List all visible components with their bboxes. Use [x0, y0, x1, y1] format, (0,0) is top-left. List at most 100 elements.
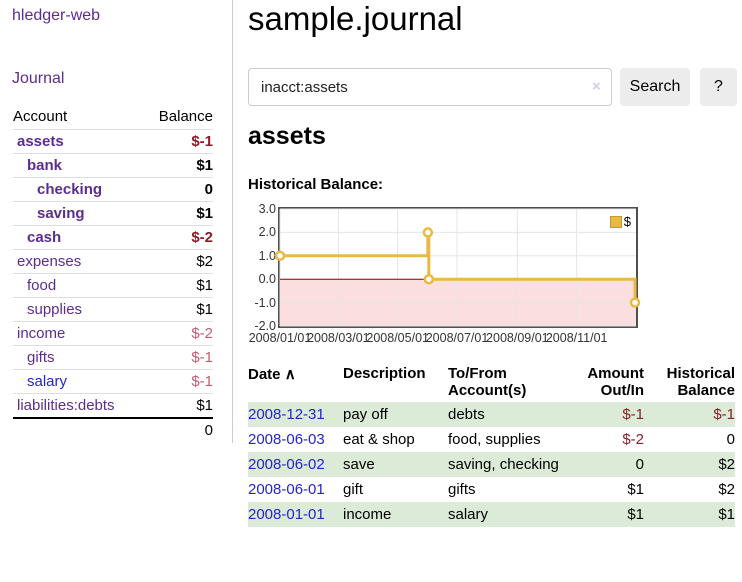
transaction-row: 2008-12-31 pay off debts $-1 $-1 — [248, 402, 735, 427]
account-link-saving[interactable]: saving — [37, 205, 85, 222]
account-link-checking[interactable]: checking — [37, 181, 103, 198]
account-balance: $-1 — [143, 369, 213, 394]
transaction-description: income — [343, 506, 392, 523]
account-row: checking 0 — [13, 177, 213, 202]
account-row: income $-2 — [13, 321, 213, 346]
account-row: saving $1 — [13, 201, 213, 226]
account-balance: $-2 — [143, 225, 213, 250]
x-axis-tick-label: 2008/03/01 — [307, 331, 370, 345]
transaction-row: 2008-06-02 save saving, checking 0 $2 — [248, 452, 735, 477]
transaction-amount: $-2 — [622, 431, 644, 448]
search-button[interactable]: Search — [620, 68, 690, 106]
transaction-description: gift — [343, 481, 364, 498]
transaction-accounts: food, supplies — [448, 431, 541, 448]
account-link-income[interactable]: income — [17, 325, 66, 342]
app-title-link[interactable]: hledger-web — [12, 7, 101, 24]
account-balance: $2 — [143, 249, 213, 274]
transaction-accounts: saving, checking — [448, 456, 559, 473]
transaction-amount: $1 — [627, 481, 644, 498]
account-link-liabilities-debts[interactable]: liabilities:debts — [17, 397, 115, 414]
transaction-row: 2008-06-01 gift gifts $1 $2 — [248, 477, 735, 502]
column-header-date[interactable]: Date ∧ — [248, 366, 296, 383]
account-link-cash[interactable]: cash — [27, 229, 62, 246]
x-axis-tick-label: 2008/09/01 — [486, 331, 549, 345]
account-balance: $-1 — [143, 345, 213, 370]
data-point-marker — [423, 273, 435, 285]
y-axis-tick-label: 2.0 — [258, 225, 276, 240]
transaction-accounts: salary — [448, 506, 489, 523]
account-link-food[interactable]: food — [27, 277, 57, 294]
transaction-balance: 0 — [726, 431, 735, 448]
transactions-header-row: Date ∧ Description To/From Account(s) Am… — [248, 362, 735, 402]
transaction-date-link[interactable]: 2008-01-01 — [248, 506, 325, 523]
y-axis-tick-label: -2.0 — [254, 319, 276, 333]
search-help-button[interactable]: ? — [700, 68, 737, 106]
chart-heading: Historical Balance: — [248, 176, 384, 193]
plot-area: $ — [274, 207, 641, 328]
transaction-description: eat & shop — [343, 431, 415, 448]
transaction-date-link[interactable]: 2008-06-02 — [248, 456, 325, 473]
account-link-assets[interactable]: assets — [17, 133, 64, 150]
transaction-amount: $-1 — [622, 406, 644, 423]
transaction-row: 2008-01-01 income salary $1 $1 — [248, 502, 735, 527]
column-header-description: Description — [343, 365, 426, 382]
account-balance: $1 — [143, 153, 213, 178]
y-axis-tick-label: 3.0 — [258, 202, 276, 216]
y-axis-tick-label: -1.0 — [254, 295, 276, 310]
account-link-gifts[interactable]: gifts — [27, 349, 55, 366]
account-row: bank $1 — [13, 153, 213, 178]
transaction-amount: 0 — [635, 456, 644, 473]
account-balance: $1 — [143, 297, 213, 322]
account-balance: $1 — [143, 393, 213, 418]
transaction-row: 2008-06-03 eat & shop food, supplies $-2… — [248, 427, 735, 452]
x-axis-tick-label: 2008/05/01 — [366, 331, 429, 345]
transaction-balance: $2 — [718, 456, 735, 473]
column-header-accounts: To/From Account(s) — [448, 365, 527, 399]
x-axis-tick-label: 2008/07/01 — [425, 331, 489, 345]
accounts-total-value: 0 — [143, 417, 213, 442]
historical-balance-chart: 3.0 2.0 1.0 0.0 -1.0 -2.0 $2008/01/01 2008/03/0… — [248, 200, 678, 348]
x-axis-tick-label: 2008/01/01 — [248, 331, 312, 345]
column-header-amount: Amount Out/In — [587, 365, 644, 399]
transaction-date-link[interactable]: 2008-12-31 — [248, 406, 325, 423]
y-axis-tick-label: 1.0 — [258, 248, 276, 263]
column-header-balance: Historical Balance — [666, 365, 735, 399]
transaction-description: save — [343, 456, 375, 473]
transaction-date-link[interactable]: 2008-06-01 — [248, 481, 325, 498]
account-link-expenses[interactable]: expenses — [17, 253, 82, 270]
account-link-bank[interactable]: bank — [27, 157, 63, 174]
account-row: cash $-2 — [13, 225, 213, 250]
accounts-header-balance: Balance — [158, 108, 213, 125]
y-axis-tick-label: 0.0 — [258, 272, 276, 287]
transaction-balance: $2 — [718, 481, 735, 498]
transaction-balance: $-1 — [713, 406, 735, 423]
account-link-salary[interactable]: salary — [27, 373, 68, 390]
account-balance: $-1 — [143, 129, 213, 154]
transaction-date-link[interactable]: 2008-06-03 — [248, 431, 325, 448]
sort-ascending-icon: ∧ — [284, 366, 296, 383]
transaction-accounts: debts — [448, 406, 485, 423]
account-balance: $1 — [143, 201, 213, 226]
transaction-amount: $1 — [627, 506, 644, 523]
sidebar-item-journal[interactable]: Journal — [12, 70, 65, 87]
account-row: gifts $-1 — [13, 345, 213, 370]
page-title: sample.journal — [248, 0, 463, 37]
account-row: liabilities:debts $1 — [13, 393, 213, 418]
data-point-marker — [274, 250, 286, 262]
transaction-balance: $1 — [718, 506, 735, 523]
transaction-accounts: gifts — [448, 481, 476, 498]
accounts-table: Account Balance assets $-1 bank $1 checkin… — [13, 104, 213, 442]
search-input[interactable] — [248, 68, 612, 106]
transactions-table: Date ∧ Description To/From Account(s) Am… — [248, 362, 735, 527]
accounts-total-row: 0 — [13, 417, 213, 442]
account-link-supplies[interactable]: supplies — [27, 301, 83, 318]
data-point-marker — [422, 227, 434, 238]
account-balance: 0 — [143, 177, 213, 202]
legend-swatch-icon — [609, 215, 622, 228]
legend-label: $ — [623, 214, 631, 229]
account-row: food $1 — [13, 273, 213, 298]
clear-search-icon[interactable]: × — [592, 78, 601, 95]
chart-legend: $ — [607, 213, 633, 230]
accounts-header-account: Account — [13, 108, 68, 125]
account-row: expenses $2 — [13, 249, 213, 274]
